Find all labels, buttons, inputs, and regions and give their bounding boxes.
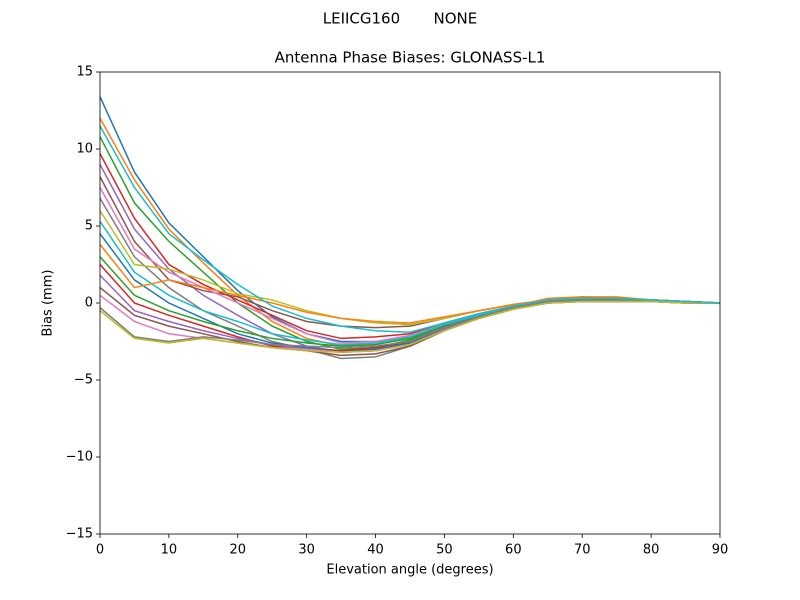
series-line [99,299,720,349]
x-tick-label: 0 [96,543,104,558]
x-tick-label: 10 [161,543,178,558]
x-tick-label: 40 [367,543,384,558]
y-axis-label: Bias (mm) [41,270,56,337]
x-axis-label: Elevation angle (degrees) [326,563,493,578]
y-tick-label: −10 [66,450,93,465]
plot-area [99,96,721,360]
series-line [99,300,720,354]
y-tick-label: 10 [76,142,93,157]
y-tick-label: 0 [85,296,93,311]
y-tick-label: −5 [74,373,93,388]
x-tick-label: 60 [505,543,522,558]
chart-title: Antenna Phase Biases: GLONASS-L1 [275,49,546,67]
x-tick-label: 50 [436,543,453,558]
x-tick-label: 20 [230,543,247,558]
series-line [99,125,721,334]
y-tick-label: 5 [85,219,93,234]
y-tick-label: 15 [76,65,93,80]
x-tick-label: 70 [574,543,591,558]
x-tick-label: 80 [643,543,660,558]
suptitle: LEIICG160 NONE [323,10,478,28]
y-tick-label: −15 [66,527,93,542]
x-tick-label: 30 [298,543,315,558]
x-tick-label: 90 [712,543,729,558]
